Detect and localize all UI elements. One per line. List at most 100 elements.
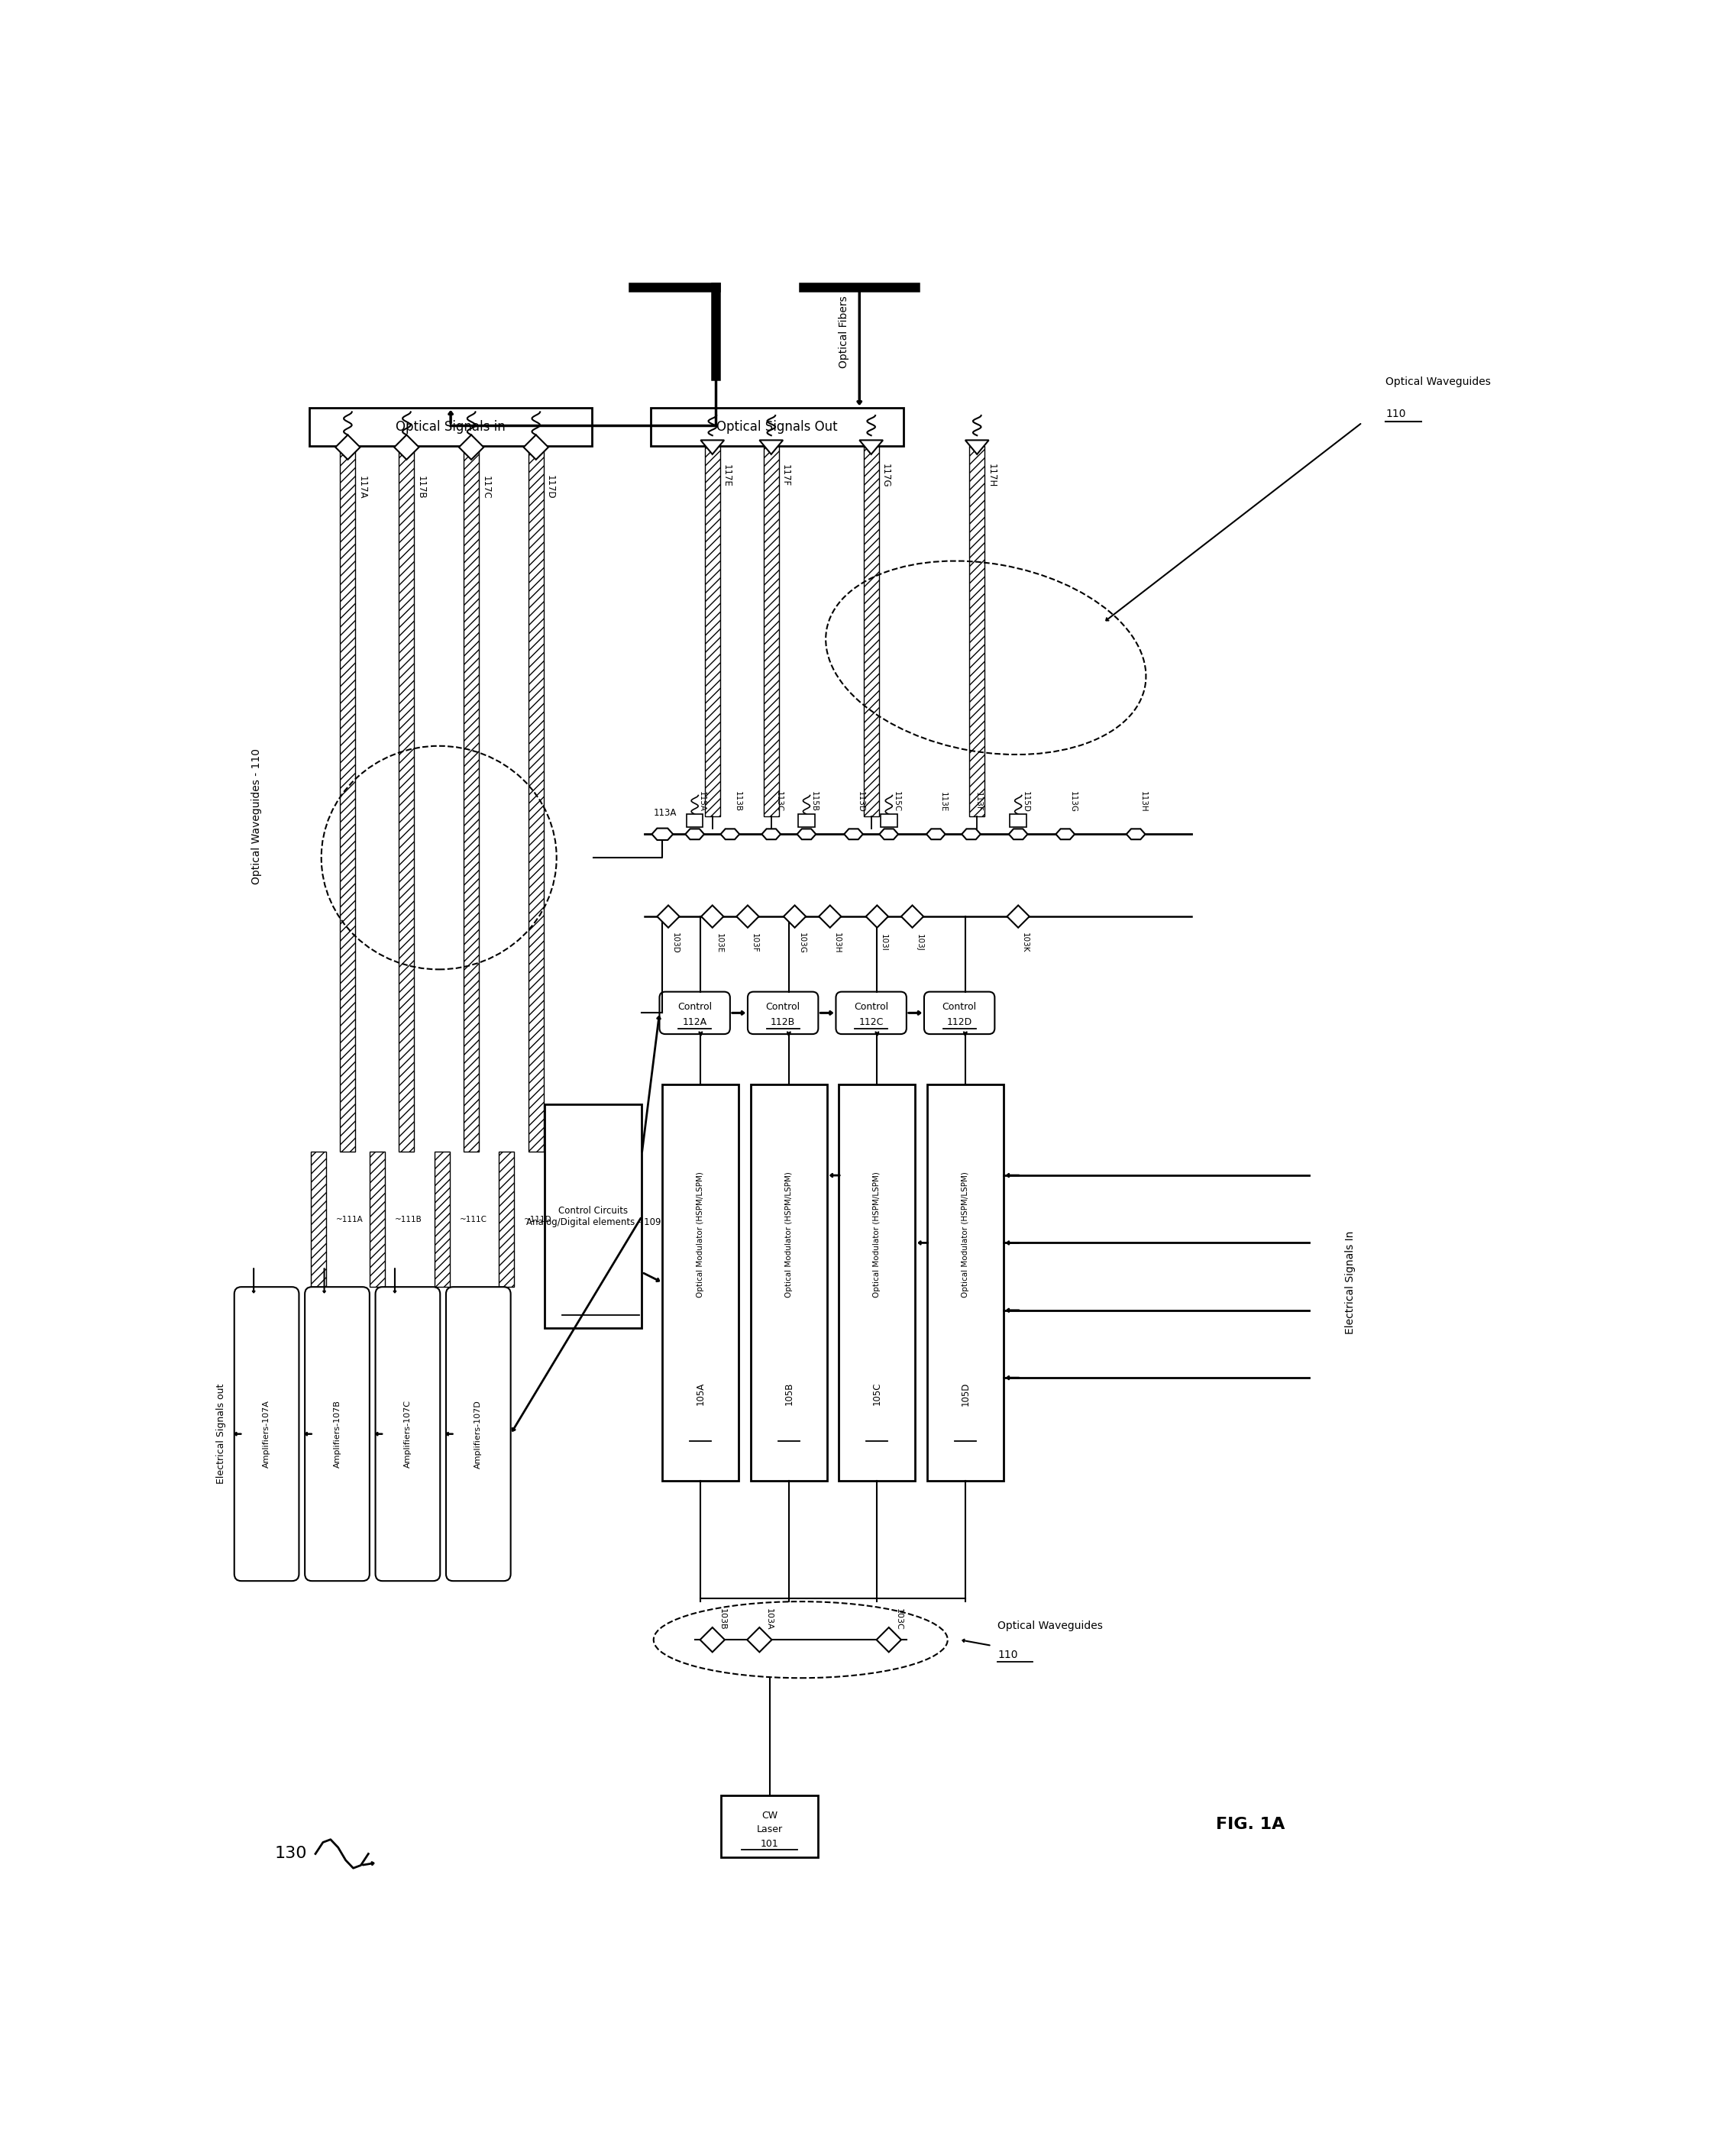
Polygon shape	[877, 1627, 901, 1653]
Bar	[799, 814, 814, 827]
Text: Electrical Signals out: Electrical Signals out	[217, 1384, 226, 1485]
Text: Control: Control	[854, 1001, 889, 1012]
Text: 115B: 115B	[811, 791, 818, 812]
Polygon shape	[746, 1627, 773, 1653]
Polygon shape	[1127, 830, 1146, 840]
Text: 103K: 103K	[1021, 933, 1029, 952]
Text: Optical Waveguides: Optical Waveguides	[998, 1620, 1102, 1631]
Text: Control: Control	[943, 1001, 977, 1012]
FancyBboxPatch shape	[446, 1287, 510, 1582]
Polygon shape	[335, 434, 359, 460]
Text: 113B: 113B	[734, 791, 741, 812]
Text: 112B: 112B	[771, 1016, 795, 1027]
FancyBboxPatch shape	[306, 1287, 370, 1582]
Polygon shape	[962, 830, 981, 840]
Bar	[663, 1083, 740, 1481]
Text: 117C: 117C	[481, 475, 491, 499]
Text: 105B: 105B	[785, 1382, 793, 1405]
Text: 113C: 113C	[774, 791, 783, 812]
Bar	[863, 447, 878, 817]
Text: ~111D: ~111D	[524, 1216, 552, 1223]
Text: Optical Modulator (HSPM/LSPM): Optical Modulator (HSPM/LSPM)	[696, 1171, 705, 1298]
FancyBboxPatch shape	[837, 991, 906, 1034]
Polygon shape	[736, 905, 759, 928]
Bar	[969, 447, 984, 817]
Polygon shape	[700, 1627, 724, 1653]
Text: 110: 110	[1385, 408, 1406, 419]
FancyBboxPatch shape	[375, 1287, 441, 1582]
Text: Control: Control	[766, 1001, 800, 1012]
Text: 113F: 113F	[974, 793, 983, 812]
Bar	[545, 1105, 642, 1328]
Text: FIG. 1A: FIG. 1A	[1215, 1816, 1285, 1833]
Text: Laser: Laser	[757, 1825, 783, 1835]
Text: Amplifiers-107C: Amplifiers-107C	[404, 1399, 411, 1468]
Text: 105A: 105A	[696, 1382, 705, 1405]
Polygon shape	[524, 434, 549, 460]
Text: 103H: 103H	[833, 933, 840, 954]
Text: 103G: 103G	[797, 933, 806, 954]
Bar	[1010, 814, 1026, 827]
Bar	[528, 447, 543, 1152]
Text: 105D: 105D	[960, 1382, 970, 1405]
Text: 110: 110	[998, 1650, 1017, 1661]
Text: 101: 101	[760, 1840, 779, 1848]
Text: 112C: 112C	[859, 1016, 884, 1027]
Text: 113G: 113G	[1069, 791, 1076, 812]
Polygon shape	[965, 441, 990, 453]
FancyBboxPatch shape	[660, 991, 731, 1034]
Text: ~111C: ~111C	[460, 1216, 488, 1223]
Text: Optical Modulator (HSPM/LSPM): Optical Modulator (HSPM/LSPM)	[873, 1171, 880, 1298]
Polygon shape	[866, 905, 889, 928]
Text: 117F: 117F	[781, 464, 790, 486]
Text: 117D: 117D	[545, 475, 556, 499]
Bar	[498, 1152, 514, 1287]
Text: 103F: 103F	[750, 933, 759, 952]
Text: Optical Waveguides: Optical Waveguides	[1385, 376, 1491, 387]
FancyBboxPatch shape	[748, 991, 818, 1034]
Text: 115C: 115C	[892, 791, 899, 812]
Text: Electrical Signals In: Electrical Signals In	[1345, 1231, 1356, 1335]
Polygon shape	[819, 905, 842, 928]
Text: CW: CW	[762, 1809, 778, 1820]
FancyBboxPatch shape	[924, 991, 995, 1034]
Text: Control: Control	[677, 1001, 712, 1012]
Text: 117H: 117H	[986, 464, 996, 488]
Polygon shape	[658, 905, 679, 928]
Polygon shape	[651, 827, 674, 840]
Text: 117B: 117B	[417, 475, 425, 499]
Text: Optical Signals Out: Optical Signals Out	[717, 419, 838, 434]
Bar	[311, 1152, 326, 1287]
Polygon shape	[844, 830, 863, 840]
Text: 113E: 113E	[939, 791, 948, 812]
Polygon shape	[759, 441, 783, 453]
Text: Optical Waveguides - 110: Optical Waveguides - 110	[252, 748, 262, 885]
Bar	[927, 1083, 1003, 1481]
Text: Control Circuits
Analog/Digital elements - 109: Control Circuits Analog/Digital elements…	[526, 1206, 661, 1227]
Polygon shape	[394, 434, 418, 460]
Text: 113D: 113D	[858, 791, 865, 812]
Text: 117E: 117E	[722, 464, 733, 488]
Polygon shape	[859, 441, 884, 453]
Text: 103B: 103B	[719, 1607, 726, 1631]
Text: 117G: 117G	[880, 464, 891, 488]
Text: 115A: 115A	[698, 791, 707, 812]
Bar	[464, 447, 479, 1152]
Polygon shape	[901, 905, 924, 928]
Text: ~111B: ~111B	[394, 1216, 422, 1223]
Polygon shape	[1007, 905, 1029, 928]
Bar	[340, 447, 356, 1152]
Text: Amplifiers-107A: Amplifiers-107A	[262, 1399, 271, 1468]
Bar	[838, 1083, 915, 1481]
Text: Optical Modulator (HSPM/LSPM): Optical Modulator (HSPM/LSPM)	[962, 1171, 969, 1298]
Text: 130: 130	[274, 1846, 307, 1861]
Text: Optical Fibers: Optical Fibers	[838, 297, 849, 367]
Text: Amplifiers-107D: Amplifiers-107D	[474, 1399, 483, 1468]
Text: 113A: 113A	[653, 808, 677, 817]
Bar	[309, 408, 592, 447]
Polygon shape	[797, 830, 816, 840]
Polygon shape	[720, 830, 740, 840]
Text: Amplifiers-107B: Amplifiers-107B	[333, 1399, 340, 1468]
Text: 103J: 103J	[915, 935, 924, 952]
Polygon shape	[927, 830, 946, 840]
